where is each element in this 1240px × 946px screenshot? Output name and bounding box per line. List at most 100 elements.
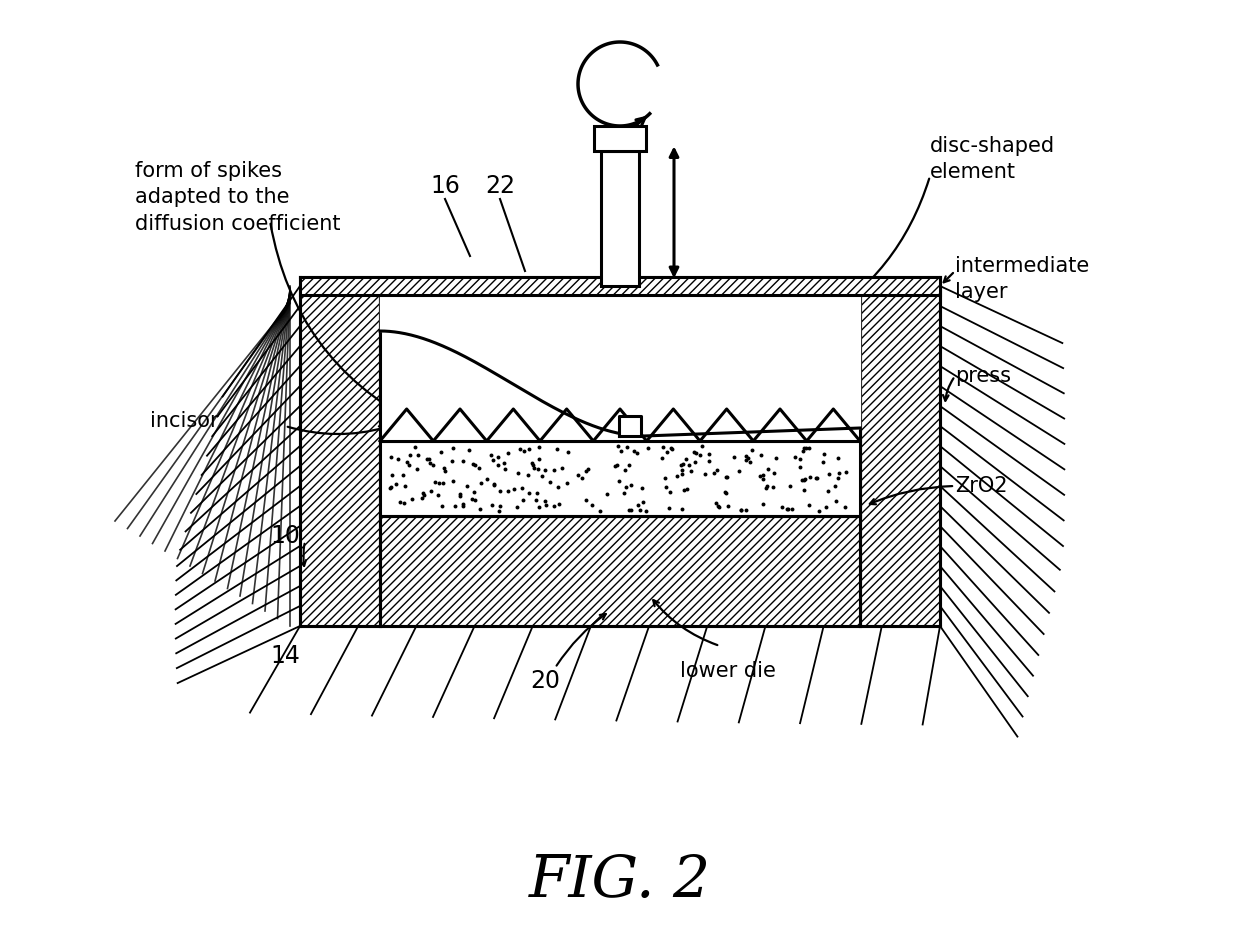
Point: [764, 465, 784, 481]
Point: [583, 498, 603, 513]
Point: [549, 497, 569, 512]
Point: [785, 449, 805, 464]
Point: [715, 485, 735, 500]
Point: [548, 480, 568, 495]
Point: [444, 473, 464, 488]
Point: [463, 491, 482, 506]
Point: [673, 482, 693, 498]
Point: [724, 449, 744, 464]
Point: [529, 451, 549, 466]
Point: [489, 450, 508, 465]
Point: [630, 502, 650, 517]
Point: [794, 473, 813, 488]
Point: [490, 483, 510, 499]
Point: [758, 479, 777, 494]
Point: [405, 439, 425, 454]
Point: [717, 470, 737, 485]
Point: [485, 477, 505, 492]
Point: [614, 485, 634, 500]
Point: [503, 482, 523, 497]
Point: [681, 463, 701, 478]
Point: [471, 476, 491, 491]
Point: [382, 480, 402, 495]
Point: [382, 467, 402, 482]
Point: [794, 444, 813, 459]
Point: [413, 490, 433, 505]
Point: [526, 493, 546, 508]
Point: [657, 445, 677, 460]
Point: [608, 458, 627, 473]
Point: [453, 499, 472, 514]
Point: [510, 442, 529, 457]
Point: [753, 497, 773, 512]
Point: [577, 464, 596, 479]
Point: [616, 440, 636, 455]
Point: [777, 501, 797, 517]
Point: [631, 481, 651, 496]
Bar: [379, 441, 861, 516]
Point: [709, 499, 729, 515]
Text: FIG. 2: FIG. 2: [529, 852, 711, 909]
Point: [529, 439, 549, 454]
Point: [523, 458, 543, 473]
Point: [534, 494, 554, 509]
Point: [428, 488, 448, 503]
Point: [611, 444, 631, 459]
Point: [621, 477, 641, 492]
Point: [520, 485, 539, 500]
Point: [686, 445, 706, 460]
Point: [812, 454, 832, 469]
Point: [525, 460, 544, 475]
Point: [706, 496, 725, 511]
Point: [393, 467, 413, 482]
Text: intermediate
layer: intermediate layer: [955, 256, 1089, 303]
Point: [450, 486, 470, 501]
Point: [513, 493, 533, 508]
Point: [773, 499, 792, 514]
Text: disc-shaped
element: disc-shaped element: [930, 136, 1055, 183]
Point: [508, 465, 528, 481]
Point: [810, 503, 830, 518]
Point: [528, 462, 548, 477]
Point: [751, 447, 771, 463]
Point: [672, 466, 692, 482]
Point: [434, 475, 454, 490]
Point: [388, 451, 408, 466]
Text: 14: 14: [270, 644, 300, 668]
Point: [425, 475, 445, 490]
Point: [453, 497, 472, 512]
Point: [686, 455, 706, 470]
Point: [696, 466, 715, 482]
Point: [836, 464, 856, 480]
Point: [381, 481, 401, 496]
Point: [568, 467, 588, 482]
Point: [662, 442, 682, 457]
Point: [692, 438, 712, 453]
Point: [718, 499, 738, 514]
Point: [828, 471, 848, 486]
Point: [629, 498, 649, 513]
Bar: [300, 277, 940, 295]
Point: [558, 445, 578, 460]
Point: [459, 442, 479, 457]
Point: [729, 464, 749, 479]
Point: [527, 485, 547, 500]
Text: form of spikes
adapted to the
diffusion coefficient: form of spikes adapted to the diffusion …: [135, 161, 341, 234]
Point: [738, 450, 758, 465]
Point: [753, 471, 773, 486]
Point: [800, 498, 820, 513]
Point: [753, 467, 773, 482]
Point: [632, 495, 652, 510]
Point: [828, 450, 848, 465]
Point: [790, 460, 810, 475]
Point: [408, 462, 428, 477]
Point: [464, 456, 484, 471]
Point: [732, 502, 751, 517]
Point: [529, 499, 549, 515]
Point: [653, 440, 673, 455]
Point: [413, 485, 433, 500]
Point: [399, 447, 419, 463]
Point: [389, 494, 409, 509]
Point: [684, 445, 704, 460]
Point: [484, 478, 503, 493]
